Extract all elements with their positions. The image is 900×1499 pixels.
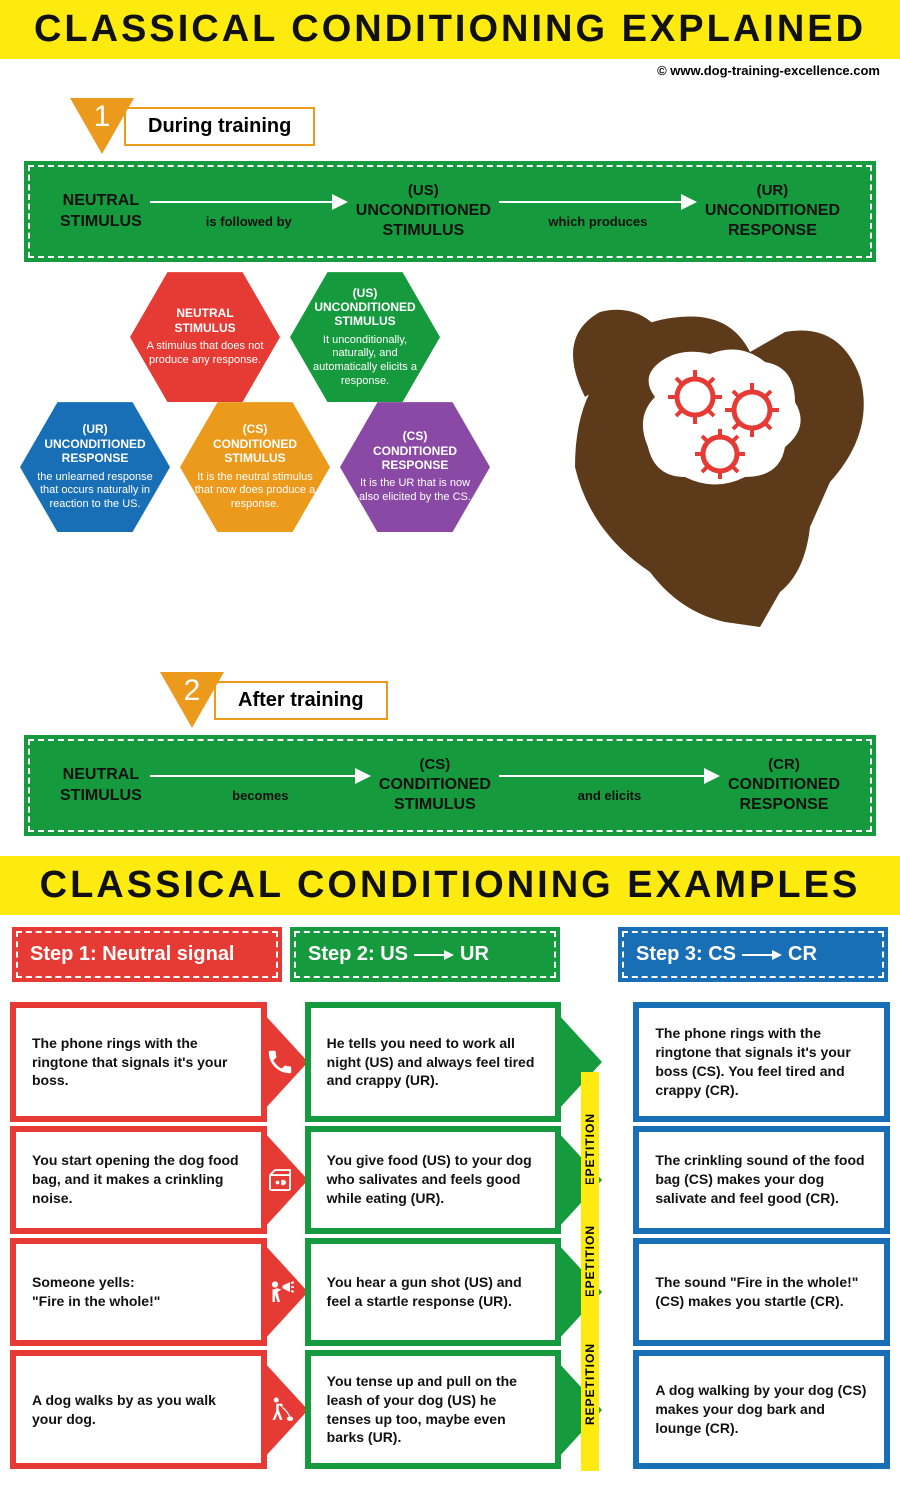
examples-grid: The phone rings with the ringtone that s… (0, 986, 900, 1499)
flow2-block-a: NEUTRALSTIMULUS (60, 765, 142, 807)
hex-ur: (UR)UNCONDITIONEDRESPONSE the unlearned … (20, 402, 170, 532)
triangle-marker-1: 1 (70, 98, 134, 154)
flow-bar-2: NEUTRALSTIMULUS becomes (CS) CONDITIONED… (28, 739, 872, 832)
hex-us: (US)UNCONDITIONEDSTIMULUS It uncondition… (290, 272, 440, 402)
example-card-cs-cr: The crinkling sound of the food bag (CS)… (639, 1132, 884, 1228)
triangle-marker-2: 2 (160, 672, 224, 728)
example-card-cs-cr: The sound "Fire in the whole!" (CS) make… (639, 1244, 884, 1340)
phone-icon (263, 1045, 297, 1079)
flow1-block-a: NEUTRALSTIMULUS (60, 191, 142, 233)
hex-cs: (CS)CONDITIONEDSTIMULUS It is the neutra… (180, 402, 330, 532)
repetition-column (605, 1008, 639, 1116)
walk-icon (263, 1393, 297, 1427)
step-tag-1: 1 During training (70, 98, 315, 154)
hexagon-definitions: NEUTRALSTIMULUS A stimulus that does not… (20, 272, 880, 672)
flow1-a-text: NEUTRALSTIMULUS (60, 191, 142, 233)
arrow-red (261, 1132, 311, 1228)
example-row: The phone rings with the ringtone that s… (16, 1008, 884, 1116)
section-during-training: 1 During training NEUTRALSTIMULUS is fol… (0, 78, 900, 856)
arrow-icon (742, 950, 782, 960)
example-card-cs-cr: A dog walking by your dog (CS) makes you… (639, 1356, 884, 1464)
flow1-b-text: UNCONDITIONEDSTIMULUS (356, 201, 491, 243)
flow1-c-text: UNCONDITIONEDRESPONSE (705, 201, 840, 243)
example-card-us-ur: You hear a gun shot (US) and feel a star… (311, 1244, 556, 1340)
step-number-1: 1 (92, 100, 112, 134)
example-card-neutral: Someone yells:"Fire in the whole!" (16, 1244, 261, 1340)
arrow-red (261, 1008, 311, 1116)
step-label-2: After training (214, 681, 388, 720)
example-card-neutral: You start opening the dog food bag, and … (16, 1132, 261, 1228)
flow1-arrow-1: is followed by (150, 194, 348, 229)
step-header-1: Step 1: Neutral signal (16, 931, 278, 978)
title-2: CLASSICAL CONDITIONING EXAMPLES (0, 864, 900, 907)
example-card-us-ur: He tells you need to work all night (US)… (311, 1008, 556, 1116)
hex-cr: (CS)CONDITIONEDRESPONSE It is the UR tha… (340, 402, 490, 532)
food-icon (263, 1163, 297, 1197)
dog-brain-illustration (530, 282, 890, 647)
title-banner-2: CLASSICAL CONDITIONING EXAMPLES (0, 856, 900, 915)
flow2-block-c: (CR) CONDITIONEDRESPONSE (728, 755, 840, 816)
example-card-us-ur: You tense up and pull on the leash of yo… (311, 1356, 556, 1464)
flow-bar-1: NEUTRALSTIMULUS is followed by (US) UNCO… (28, 165, 872, 258)
step-label-1: During training (124, 107, 315, 146)
flow1-block-b: (US) UNCONDITIONEDSTIMULUS (356, 181, 491, 242)
example-card-neutral: A dog walks by as you walk your dog. (16, 1356, 261, 1464)
flow1-block-c: (UR) UNCONDITIONEDRESPONSE (705, 181, 840, 242)
example-row: Someone yells:"Fire in the whole!" You h… (16, 1244, 884, 1340)
credit-line: © www.dog-training-excellence.com (0, 59, 900, 78)
repetition-column: REPETITION (605, 1132, 639, 1228)
repetition-column: REPETITION (605, 1356, 639, 1464)
flow2-arrow-2: and elicits (499, 768, 720, 803)
step-number-2: 2 (182, 674, 202, 708)
example-row: A dog walks by as you walk your dog. You… (16, 1356, 884, 1464)
arrow-icon (414, 950, 454, 960)
title-banner-1: CLASSICAL CONDITIONING EXPLAINED (0, 0, 900, 59)
example-row: You start opening the dog food bag, and … (16, 1132, 884, 1228)
arrow-red (261, 1356, 311, 1464)
step-header-3: Step 3: CS CR (622, 931, 884, 978)
flow2-block-b: (CS) CONDITIONEDSTIMULUS (379, 755, 491, 816)
repetition-column: REPETITION (605, 1244, 639, 1340)
brain-shape (643, 350, 801, 485)
yell-icon (263, 1275, 297, 1309)
example-card-us-ur: You give food (US) to your dog who saliv… (311, 1132, 556, 1228)
hex-neutral: NEUTRALSTIMULUS A stimulus that does not… (130, 272, 280, 402)
flow2-arrow-1: becomes (150, 768, 371, 803)
step-header-2: Step 2: US UR (294, 931, 556, 978)
repetition-label: REPETITION (581, 1296, 599, 1472)
step-headers: Step 1: Neutral signal Step 2: US UR Ste… (0, 915, 900, 986)
flow1-arrow-2: which produces (499, 194, 697, 229)
arrow-red (261, 1244, 311, 1340)
title-1: CLASSICAL CONDITIONING EXPLAINED (0, 8, 900, 51)
example-card-neutral: The phone rings with the ringtone that s… (16, 1008, 261, 1116)
example-card-cs-cr: The phone rings with the ringtone that s… (639, 1008, 884, 1116)
step-tag-2: 2 After training (160, 672, 388, 728)
